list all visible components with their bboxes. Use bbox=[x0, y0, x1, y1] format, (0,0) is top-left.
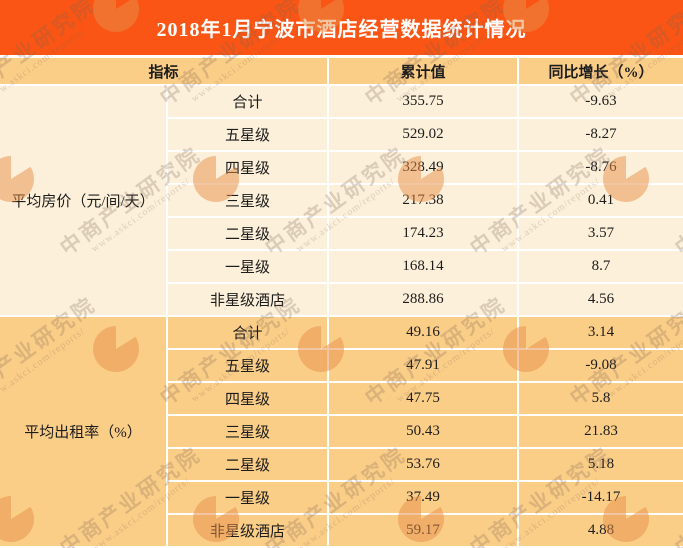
row-growth-cell: 5.8 bbox=[517, 381, 683, 416]
row-value-cell: 174.23 bbox=[327, 216, 520, 251]
row-growth-cell: -14.17 bbox=[517, 480, 683, 515]
group-label-cell: 平均房价（元/间/天） bbox=[0, 84, 168, 317]
row-growth-cell: 3.14 bbox=[517, 315, 683, 350]
row-label-cell: 四星级 bbox=[167, 150, 330, 185]
row-label-cell: 二星级 bbox=[167, 447, 330, 482]
table-row: 一星级 168.14 8.7 bbox=[0, 249, 683, 284]
row-value-cell: 50.43 bbox=[327, 414, 520, 449]
row-label-cell: 非星级酒店 bbox=[167, 513, 330, 548]
row-value-cell: 47.75 bbox=[327, 381, 520, 416]
row-value-cell: 47.91 bbox=[327, 348, 520, 383]
row-label-cell: 五星级 bbox=[167, 348, 330, 383]
row-value-cell: 328.49 bbox=[327, 150, 520, 185]
row-value-cell: 529.02 bbox=[327, 117, 520, 152]
row-growth-cell: -9.08 bbox=[517, 348, 683, 383]
row-value-cell: 288.86 bbox=[327, 282, 520, 317]
group-label-cell: 平均出租率（%） bbox=[0, 315, 168, 548]
table-row: 四星级 47.75 5.8 bbox=[0, 381, 683, 416]
row-label-cell: 二星级 bbox=[167, 216, 330, 251]
row-label-cell: 三星级 bbox=[167, 183, 330, 218]
table-row: 三星级 50.43 21.83 bbox=[0, 414, 683, 449]
col-header-yoy-growth: 同比增长（%） bbox=[517, 58, 683, 86]
row-label-cell: 非星级酒店 bbox=[167, 282, 330, 317]
table-section-1: 平均房价（元/间/天） 合计 355.75 -9.63 五星级 529.02 -8… bbox=[0, 84, 683, 317]
table-section-2: 平均出租率（%） 合计 49.16 3.14 五星级 47.91 -9.08 四星… bbox=[0, 315, 683, 548]
table-row: 二星级 174.23 3.57 bbox=[0, 216, 683, 251]
header-row: 指标 累计值 同比增长（%） bbox=[0, 58, 683, 86]
row-label-cell: 一星级 bbox=[167, 480, 330, 515]
col-header-cumulative-value: 累计值 bbox=[327, 58, 520, 86]
row-value-cell: 37.49 bbox=[327, 480, 520, 515]
row-value-cell: 53.76 bbox=[327, 447, 520, 482]
row-label-cell: 合计 bbox=[165, 315, 330, 350]
row-value-cell: 59.17 bbox=[327, 513, 520, 548]
hotel-data-table: 指标 累计值 同比增长（%） 平均房价（元/间/天） 合计 355.75 -9.6… bbox=[0, 58, 683, 548]
row-growth-cell: -9.63 bbox=[517, 84, 683, 119]
row-growth-cell: -8.27 bbox=[517, 117, 683, 152]
row-growth-cell: 5.18 bbox=[517, 447, 683, 482]
row-value-cell: 355.75 bbox=[327, 84, 520, 119]
row-label-cell: 四星级 bbox=[167, 381, 330, 416]
page-title: 2018年1月宁波市酒店经营数据统计情况 bbox=[156, 19, 527, 41]
row-value-cell: 49.16 bbox=[327, 315, 520, 350]
row-growth-cell: 4.56 bbox=[517, 282, 683, 317]
table-row: 非星级酒店 288.86 4.56 bbox=[0, 282, 683, 317]
row-label-cell: 三星级 bbox=[167, 414, 330, 449]
row-label-cell: 五星级 bbox=[167, 117, 330, 152]
row-value-cell: 217.38 bbox=[327, 183, 520, 218]
row-growth-cell: 8.7 bbox=[517, 249, 683, 284]
table-row: 二星级 53.76 5.18 bbox=[0, 447, 683, 482]
row-growth-cell: 0.41 bbox=[517, 183, 683, 218]
row-label-cell: 合计 bbox=[165, 84, 330, 119]
row-label-cell: 一星级 bbox=[167, 249, 330, 284]
col-header-indicator: 指标 bbox=[0, 58, 330, 86]
row-growth-cell: 3.57 bbox=[517, 216, 683, 251]
table-row: 平均出租率（%） 合计 49.16 3.14 bbox=[0, 315, 683, 548]
table-row: 五星级 529.02 -8.27 bbox=[0, 117, 683, 152]
row-growth-cell: -8.76 bbox=[517, 150, 683, 185]
row-growth-cell: 4.88 bbox=[517, 513, 683, 548]
row-growth-cell: 21.83 bbox=[517, 414, 683, 449]
title-bar: 2018年1月宁波市酒店经营数据统计情况 bbox=[0, 0, 683, 58]
table-row: 平均房价（元/间/天） 合计 355.75 -9.63 bbox=[0, 84, 683, 317]
row-value-cell: 168.14 bbox=[327, 249, 520, 284]
